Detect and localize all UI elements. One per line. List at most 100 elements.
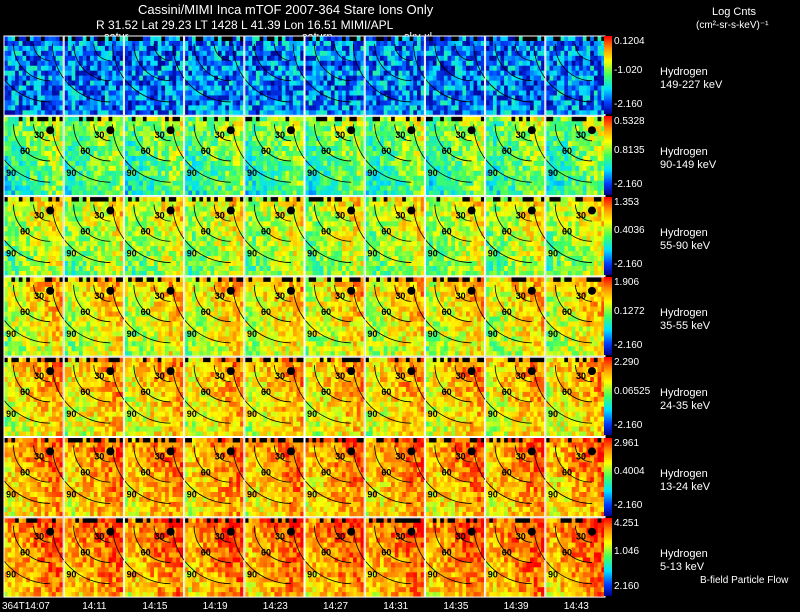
contour-label: 60	[80, 387, 90, 397]
contour-label: 60	[201, 146, 211, 156]
contour-label: 60	[442, 387, 452, 397]
colorbar-cmid: 1.046	[614, 546, 639, 557]
contour-label: 30	[516, 130, 526, 140]
contour-label: 90	[127, 329, 137, 339]
contour-label: 30	[456, 371, 466, 381]
energy-range: 90-149 keV	[660, 159, 716, 172]
contour-label: 30	[456, 532, 466, 542]
contour-label: 60	[562, 467, 572, 477]
x-tick-label: 14:43	[564, 601, 589, 612]
contour-label: 30	[94, 130, 104, 140]
contour-label: 90	[367, 409, 377, 419]
row-3-panels: 3060903060903060903060903060903060903060…	[0, 277, 605, 357]
contour-label: 90	[6, 168, 16, 178]
contour-label: 30	[456, 130, 466, 140]
contour-label: 60	[261, 307, 271, 317]
colorbar-cmin: -2.160	[614, 340, 642, 351]
contour-label: 30	[34, 451, 44, 461]
contour-label: 60	[562, 548, 572, 558]
row-4-panels: 3060903060903060903060903060903060903060…	[0, 357, 605, 437]
species-name: Hydrogen	[660, 227, 710, 240]
colorbar	[604, 116, 612, 194]
row-0-panels	[0, 36, 605, 116]
contour-label: 60	[442, 467, 452, 477]
contour-label: 90	[247, 249, 257, 259]
contour-label: 60	[201, 548, 211, 558]
x-tick-label: 14:39	[504, 601, 529, 612]
row-2-panels: 3060903060903060903060903060903060903060…	[0, 197, 605, 277]
contour-label: 60	[442, 307, 452, 317]
contour-label: 90	[6, 489, 16, 499]
contour-label: 90	[187, 329, 197, 339]
contour-label: 30	[576, 371, 586, 381]
contour-label: 60	[502, 146, 512, 156]
contour-label: 30	[94, 532, 104, 542]
contour-label: 90	[488, 489, 498, 499]
contour-label: 90	[6, 570, 16, 580]
contour-label: 90	[127, 489, 137, 499]
contour-label: 60	[321, 146, 331, 156]
contour-label: 60	[20, 387, 30, 397]
contour-label: 30	[94, 291, 104, 301]
contour-label: 60	[261, 146, 271, 156]
contour-label: 30	[34, 130, 44, 140]
contour-label: 30	[215, 451, 225, 461]
contour-label: 90	[187, 409, 197, 419]
contour-label: 60	[562, 307, 572, 317]
contour-label: 30	[576, 532, 586, 542]
contour-label: 90	[367, 168, 377, 178]
contour-label: 60	[20, 548, 30, 558]
contour-label: 60	[261, 548, 271, 558]
contour-label: 30	[215, 532, 225, 542]
contour-label: 60	[201, 307, 211, 317]
contour-label: 90	[187, 489, 197, 499]
contour-label: 60	[141, 548, 151, 558]
contour-label: 60	[502, 227, 512, 237]
contour-label: 60	[201, 387, 211, 397]
contour-label: 60	[381, 548, 391, 558]
contour-label: 30	[516, 211, 526, 221]
contour-label: 90	[488, 249, 498, 259]
contour-label: 90	[428, 249, 438, 259]
colorbar-cmid: 0.4036	[614, 225, 645, 236]
contour-label: 90	[548, 409, 558, 419]
colorbar	[604, 518, 612, 596]
contour-label: 90	[488, 409, 498, 419]
contour-label: 30	[155, 532, 165, 542]
contour-label: 60	[502, 387, 512, 397]
contour-label: 90	[66, 570, 76, 580]
contour-label: 90	[548, 329, 558, 339]
contour-label: 60	[562, 227, 572, 237]
contour-label: 30	[155, 291, 165, 301]
contour-label: 90	[428, 489, 438, 499]
contour-label: 30	[516, 371, 526, 381]
contour-label: 90	[488, 329, 498, 339]
colorbar-cmid: 0.4004	[614, 466, 645, 477]
x-tick-label: 14:35	[443, 601, 468, 612]
species-name: Hydrogen	[660, 146, 716, 159]
saturn-marker	[588, 207, 596, 215]
contour-label: 60	[261, 387, 271, 397]
contour-label: 60	[381, 227, 391, 237]
contour-label: 60	[442, 227, 452, 237]
contour-label: 60	[20, 227, 30, 237]
contour-label: 60	[20, 307, 30, 317]
contour-label: 90	[187, 249, 197, 259]
contour-label: 30	[275, 291, 285, 301]
contour-label: 60	[381, 387, 391, 397]
contour-label: 30	[215, 130, 225, 140]
contour-label: 30	[395, 371, 405, 381]
contour-label: 60	[502, 548, 512, 558]
contour-label: 60	[80, 227, 90, 237]
colorbar-cmin: -2.160	[614, 179, 642, 190]
row-6-panels: 3060903060903060903060903060903060903060…	[0, 518, 605, 598]
energy-range: 149-227 keV	[660, 79, 722, 92]
contour-label: 60	[141, 146, 151, 156]
contour-label: 30	[275, 532, 285, 542]
contour-label: 30	[275, 211, 285, 221]
contour-label: 30	[335, 130, 345, 140]
colorbar	[604, 277, 612, 355]
